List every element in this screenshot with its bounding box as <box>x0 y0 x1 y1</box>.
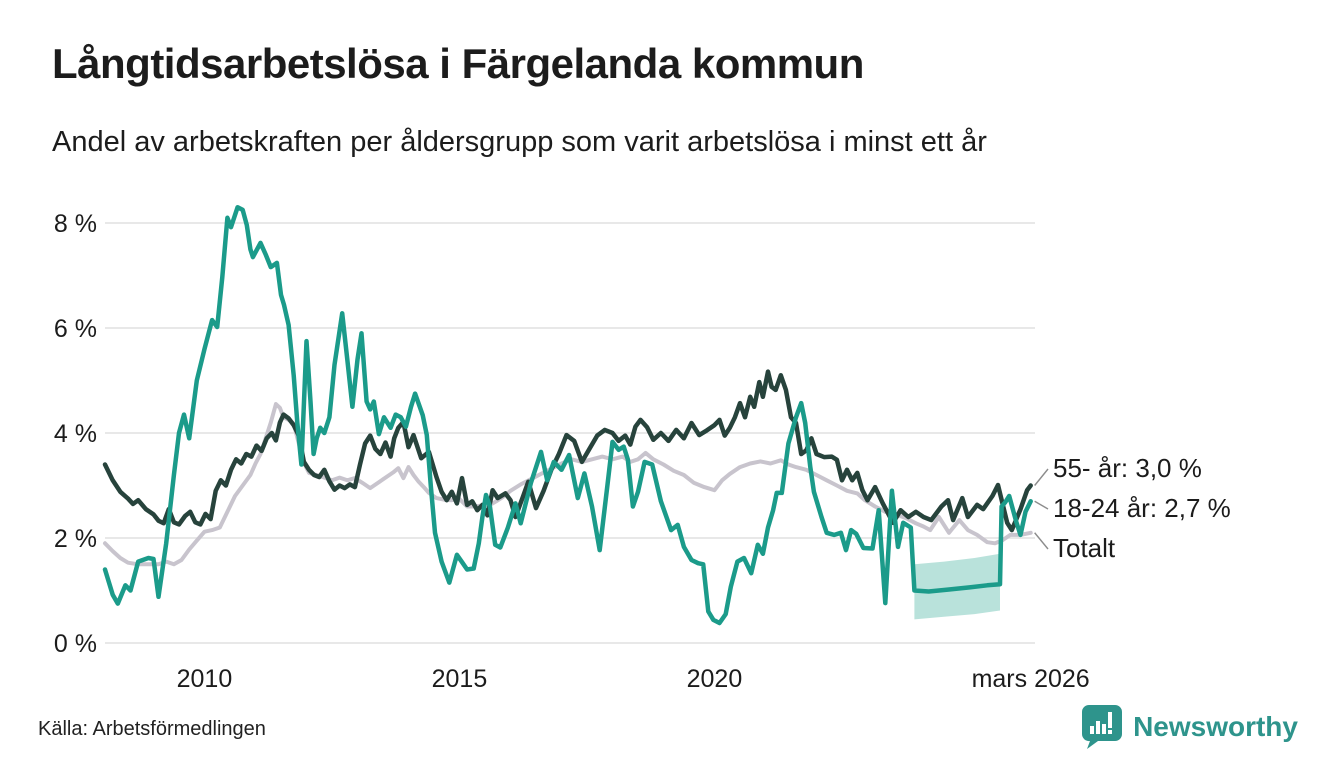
end-label-Totalt: Totalt <box>1053 533 1116 563</box>
x-axis-labels: 2010 2015 2020 mars 2026 <box>177 665 1090 693</box>
y-tick-label: 8 % <box>54 210 97 238</box>
x-tick-label: 2010 <box>177 665 233 693</box>
series-line-18-24 år <box>102 204 1033 626</box>
annotation-labels: 55- år: 3,0 % 18-24 år: 2,7 % Totalt <box>1053 453 1231 563</box>
leader-line-55- år <box>1034 468 1049 486</box>
y-tick-label: 0 % <box>54 630 97 658</box>
y-axis-labels: 0 % 2 % 4 % 6 % 8 % <box>54 210 97 658</box>
source-note: Källa: Arbetsförmedlingen <box>38 718 266 740</box>
end-label-55- år: 55- år: 3,0 % <box>1053 453 1202 483</box>
chart-gridlines <box>105 222 1035 644</box>
chart-subtitle: Andel av arbetskraften per åldersgrupp s… <box>52 126 987 158</box>
series-line-55- år <box>102 369 1033 533</box>
series-line-Totalt <box>103 402 1033 567</box>
y-tick-label: 2 % <box>54 525 97 553</box>
annotation-leader-lines <box>1034 468 1049 550</box>
y-tick-label: 4 % <box>54 420 97 448</box>
leader-line-Totalt <box>1034 532 1049 550</box>
newsworthy-logo-icon <box>1082 705 1123 749</box>
newsworthy-logo: Newsworthy <box>1081 704 1298 750</box>
x-tick-label: 2015 <box>432 665 488 693</box>
logo-bubble-shape <box>1082 705 1123 749</box>
newsworthy-logo-text: Newsworthy <box>1133 711 1298 742</box>
leader-line-18-24 år <box>1034 500 1049 510</box>
x-tick-label: 2020 <box>687 665 743 693</box>
end-label-18-24 år: 18-24 år: 2,7 % <box>1053 493 1231 523</box>
series-lines <box>102 204 1033 626</box>
x-tick-label: mars 2026 <box>972 665 1090 693</box>
y-tick-label: 6 % <box>54 315 97 343</box>
chart-title: Långtidsarbetslösa i Färgelanda kommun <box>52 40 864 87</box>
